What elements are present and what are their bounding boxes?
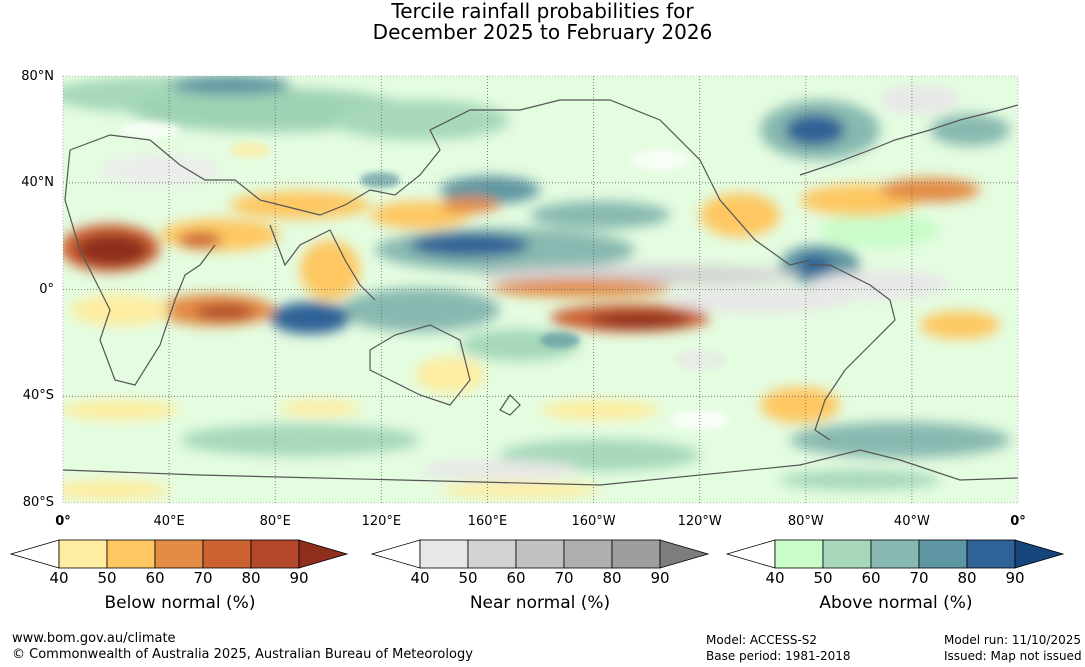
- colorbar-segment: [154, 539, 204, 569]
- lon-label: 40°W: [894, 514, 930, 529]
- colorbar-segment: [774, 539, 824, 569]
- colorbar-segment: [515, 539, 565, 569]
- colorbar-tick-label: 50: [97, 569, 116, 587]
- colorbar-0: 40 50 60 70 80 90: [9, 539, 349, 587]
- colorbar-tick-label: 50: [813, 569, 832, 587]
- lon-label: 40°E: [153, 514, 184, 529]
- colorbar-tick-label: 50: [458, 569, 477, 587]
- footer-model-run: Model run: 11/10/2025: [944, 633, 1082, 647]
- colorbars: 40 50 60 70 80 90 40 50 60 70 80 90 40 50 60 70 80 90: [9, 539, 1065, 587]
- lat-label: 0°: [39, 282, 54, 297]
- colorbar-1: 40 50 60 70 80 90: [370, 539, 710, 587]
- title-line-1: Tercile rainfall probabilities for: [391, 0, 694, 23]
- lon-label: 80°W: [788, 514, 824, 529]
- lat-label: 40°S: [23, 388, 54, 403]
- colorbar-tick-label: 60: [145, 569, 164, 587]
- colorbar-segment: [918, 539, 968, 569]
- colorbar-segment: [1014, 539, 1065, 569]
- colorbar-tick-label: 60: [506, 569, 525, 587]
- colorbar-segment: [966, 539, 1016, 569]
- lon-label: 120°E: [362, 514, 402, 529]
- colorbar-segment: [822, 539, 872, 569]
- colorbar-tick-label: 90: [1005, 569, 1024, 587]
- probability-field: [63, 76, 1018, 503]
- footer-copyright: © Commonwealth of Australia 2025, Austra…: [12, 647, 473, 662]
- colorbar-near-title: Near normal (%): [469, 593, 611, 613]
- colorbar-segment: [563, 539, 613, 569]
- footer-website: www.bom.gov.au/climate: [12, 631, 176, 646]
- colorbar-above-title: Above normal (%): [819, 593, 973, 613]
- colorbar-tick-label: 80: [602, 569, 621, 587]
- colorbar-tick-label: 70: [193, 569, 212, 587]
- lat-label: 80°N: [21, 69, 54, 84]
- colorbar-segment: [298, 539, 349, 569]
- colorbar-segment: [250, 539, 300, 569]
- footer-model: Model: ACCESS-S2: [706, 633, 818, 647]
- lon-label: 160°E: [468, 514, 508, 529]
- title-line-2: December 2025 to February 2026: [372, 20, 713, 44]
- colorbar-tick-label: 80: [241, 569, 260, 587]
- colorbar-segment: [419, 539, 469, 569]
- lat-label: 80°S: [23, 495, 54, 510]
- colorbar-tick-label: 60: [861, 569, 880, 587]
- colorbar-below-title: Below normal (%): [104, 593, 256, 613]
- lon-label: 0°: [1010, 514, 1026, 529]
- lat-label: 40°N: [21, 175, 54, 190]
- colorbar-tick-label: 90: [289, 569, 308, 587]
- colorbar-segment: [202, 539, 252, 569]
- colorbar-tick-label: 40: [765, 569, 784, 587]
- footer-issued: Issued: Map not issued: [944, 649, 1082, 663]
- colorbar-segment: [106, 539, 156, 569]
- graticule: [63, 76, 1018, 503]
- colorbar-segment: [611, 539, 661, 569]
- colorbar-segment: [58, 539, 108, 569]
- colorbar-segment: [9, 539, 60, 569]
- colorbar-tick-label: 70: [554, 569, 573, 587]
- colorbar-segment: [870, 539, 920, 569]
- footer-base-period: Base period: 1981-2018: [706, 649, 851, 663]
- lon-label: 120°W: [678, 514, 722, 529]
- coastlines: [63, 99, 1018, 486]
- colorbar-segment: [467, 539, 517, 569]
- colorbar-tick-label: 90: [650, 569, 669, 587]
- longitude-labels: 0° 40°E 80°E 120°E 160°E 160°W 120°W 80°W 40°W 0°: [55, 514, 1026, 529]
- lon-label: 80°E: [260, 514, 291, 529]
- colorbar-tick-label: 70: [909, 569, 928, 587]
- colorbar-2: 40 50 60 70 80 90: [725, 539, 1065, 587]
- colorbar-tick-label: 40: [410, 569, 429, 587]
- lon-label: 0°: [55, 514, 71, 529]
- colorbar-tick-label: 80: [957, 569, 976, 587]
- colorbar-segment: [659, 539, 710, 569]
- lon-label: 160°W: [571, 514, 615, 529]
- colorbar-segment: [725, 539, 776, 569]
- colorbar-tick-label: 40: [49, 569, 68, 587]
- colorbar-segment: [370, 539, 421, 569]
- latitude-labels: 80°N 40°N 0° 40°S 80°S: [21, 69, 54, 510]
